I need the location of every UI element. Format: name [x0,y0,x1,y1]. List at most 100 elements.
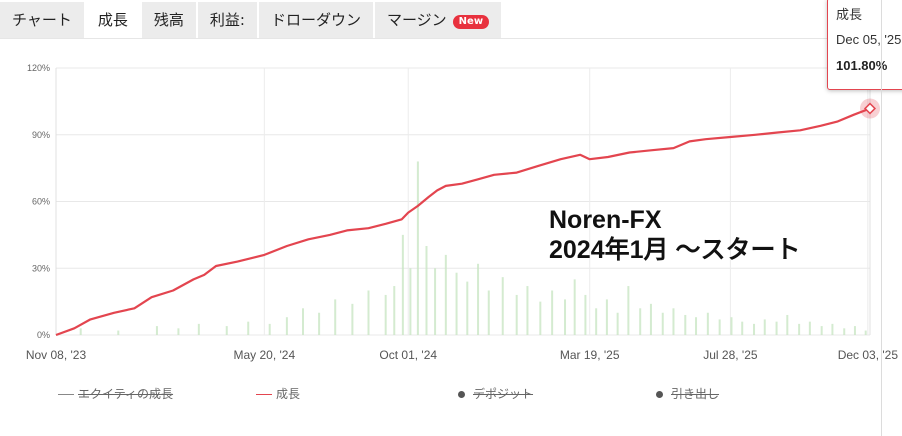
tab-margin[interactable]: マージン New [374,2,502,38]
activity-bar [672,308,675,335]
overlay-line-2: 2024年1月 ～スタート [549,236,801,264]
activity-bar [466,281,469,335]
activity-bar [515,294,518,335]
y-tick-label: 90% [32,130,50,140]
x-tick-label: Jul 28, '25 [703,348,758,362]
activity-bar [706,312,709,335]
activity-bar [639,308,642,335]
tooltip-series-name: 成長 [836,7,863,22]
activity-bar [741,321,744,335]
activity-bar [197,323,200,335]
activity-bar [425,246,428,335]
activity-bar [695,317,698,335]
activity-bar [455,272,458,335]
activity-bar [539,301,542,335]
legend-label: エクイティの成長 [78,387,174,401]
x-tick-label: Nov 08, '23 [26,348,87,362]
growth-series-line [55,107,871,337]
tab-drawdown[interactable]: ドローダウン [258,2,373,38]
activity-bar [334,299,337,335]
activity-bar [584,294,587,335]
activity-bar [477,263,480,335]
activity-bar [718,319,721,335]
tab-margin-label: マージン [386,11,447,29]
activity-bar [268,323,271,335]
legend-dot-swatch [656,391,663,398]
activity-bar [786,314,789,335]
tooltip-date: Dec 05, '25 [836,32,902,47]
activity-bar [247,321,250,335]
highlight-point-marker [863,102,877,115]
legend-item-growth[interactable]: 成長 [256,384,300,404]
y-tick-label: 60% [32,197,50,207]
tab-divider [0,38,902,39]
legend-label: 成長 [276,387,301,401]
activity-bar [301,308,304,335]
activity-bar [526,286,529,335]
legend-item-withdrawal[interactable]: 引き出し [656,384,719,404]
activity-bar [79,328,82,335]
y-tick-label: 0% [37,330,50,340]
activity-bar [444,254,447,335]
tab-balance[interactable]: 残高 [141,2,196,38]
activity-bar [351,303,354,335]
activity-bar [416,161,419,335]
new-badge: New [452,15,490,29]
legend-dot-swatch [458,391,465,398]
overlay-line-1: Noren-FX [549,206,662,234]
activity-bar [367,290,370,335]
activity-bar [808,321,811,335]
activity-bar [409,268,412,335]
activity-bar [285,317,288,335]
legend-label: 引き出し [671,387,720,401]
activity-bar [393,286,396,335]
legend-line-swatch [58,394,74,395]
x-tick-label: Oct 01, '24 [379,348,437,362]
activity-bar [831,323,834,335]
tab-profit[interactable]: 利益: [197,2,257,38]
activity-bar [864,330,867,335]
activity-bar [798,323,801,335]
legend-item-equity-growth[interactable]: エクイティの成長 [58,384,173,404]
activity-bar [487,290,490,335]
activity-bar [649,303,652,335]
activity-bar [384,294,387,335]
activity-bar [616,312,619,335]
activity-bar [595,308,598,335]
activity-bar [730,317,733,335]
x-tick-label: Mar 19, '25 [560,348,620,362]
activity-bar [763,319,766,335]
activity-bar [225,326,228,335]
activity-bar [318,312,321,335]
activity-bar [627,286,630,335]
tooltip-value: 101.80% [836,58,888,73]
chart-tabs: チャート 成長 残高 利益: ドローダウン マージン New [0,2,902,38]
activity-bar [117,330,120,335]
activity-bar [573,279,576,335]
legend-line-swatch [256,394,272,395]
y-tick-label: 30% [32,263,50,273]
x-tick-label: May 20, '24 [233,348,295,362]
legend-item-deposit[interactable]: デポジット [458,384,533,404]
tab-growth[interactable]: 成長 [85,2,140,38]
activity-bar [605,299,608,335]
activity-bar [843,328,846,335]
activity-bar [551,290,554,335]
activity-bar [684,314,687,335]
legend-label: デポジット [473,387,534,401]
overlay-annotation: Noren-FX 2024年1月 ～スタート [549,205,800,265]
activity-bar [853,326,856,335]
activity-bar [820,326,823,335]
tab-chart[interactable]: チャート [0,2,84,38]
activity-bar [775,321,778,335]
activity-bar [177,328,180,335]
scrollbar-track[interactable] [881,0,882,436]
activity-bar [753,323,756,335]
chart-legend: エクイティの成長 成長 デポジット 引き出し [0,384,902,406]
activity-bar [401,234,404,335]
y-tick-label: 120% [27,63,50,73]
activity-bar [434,268,437,335]
activity-bar [661,312,664,335]
activity-bar [155,326,158,335]
